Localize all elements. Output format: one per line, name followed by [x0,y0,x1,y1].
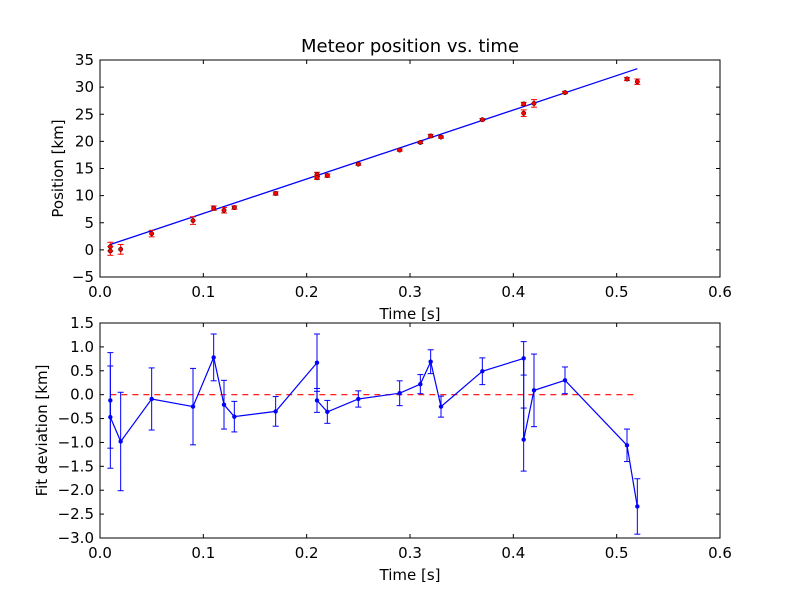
data-point [521,356,526,361]
data-point [325,409,330,415]
y-axis-label: Position [km] [49,119,67,217]
data-point [211,355,216,360]
data-point [624,443,630,448]
data-point [355,161,361,167]
x-tick-label: 0.2 [295,283,319,301]
x-tick-label: 0.5 [605,283,629,301]
data-point [397,391,402,396]
y-tick-label: −0.5 [58,410,94,428]
position-chart-marks [107,68,641,256]
y-tick-label: 15 [75,160,94,178]
data-point [480,369,485,374]
data-point [149,231,155,237]
y-tick-label: 0 [84,241,94,259]
x-tick-label: 0.4 [501,544,525,562]
data-point [438,404,444,409]
data-point [356,396,361,402]
data-point [232,414,237,419]
x-tick-label: 0.6 [708,283,732,301]
x-tick-label: 0.1 [191,544,215,562]
y-tick-label: 1.0 [70,338,94,356]
data-point [190,218,196,224]
data-point [273,409,278,414]
y-tick-label: −1.5 [58,457,94,475]
data-point [314,175,320,181]
position-chart: Meteor position vs. time 0.0 0.1 0.2 0.3 0.4… [49,36,732,323]
data-point [479,117,485,123]
chart-title: Meteor position vs. time [301,36,519,57]
data-point [314,398,320,403]
data-point [273,191,279,196]
x-tick-label: 0.0 [88,544,112,562]
y-tick-label: 5 [84,214,94,232]
data-point [211,205,217,211]
data-point [521,437,526,442]
data-point [521,101,527,107]
data-point [562,378,568,383]
deviation-chart: 0.0 0.1 0.2 0.3 0.4 0.5 0.6 −3.0 −2.5 −2.0 −1.5 −1.… [33,314,732,584]
data-point [624,76,630,82]
y-tick-label: −2.5 [58,505,94,523]
data-point [118,439,123,444]
position-chart-axes: 0.0 0.1 0.2 0.3 0.4 0.5 0.6 −5 0 5 10 15 20 25 30 35 [72,51,732,301]
y-tick-label: 20 [75,132,94,150]
y-axis-label: Fit deviation [km] [33,365,51,497]
data-point [190,404,196,409]
data-point [418,381,423,387]
x-tick-label: 0.2 [295,544,319,562]
data-point [231,205,237,211]
data-point [428,359,433,364]
data-point [314,360,320,365]
y-tick-label: −3.0 [58,529,94,547]
x-tick-label: 0.3 [398,283,422,301]
y-tick-label: −2.0 [58,481,94,499]
x-tick-label: 0.4 [501,283,525,301]
x-tick-label: 0.6 [708,544,732,562]
data-point [118,246,124,252]
data-point [562,90,568,96]
data-point [531,100,537,106]
data-point [428,133,434,139]
fit-line [110,68,638,246]
x-tick-label: 0.1 [191,283,215,301]
y-tick-label: 25 [75,105,94,123]
data-point [635,504,640,509]
data-point [221,207,227,213]
x-tick-label: 0.5 [605,544,629,562]
data-point [221,402,227,407]
data-point [397,147,403,153]
x-axis-label: Time [s] [379,305,441,323]
deviation-series-line [109,355,638,507]
data-point [417,140,423,145]
deviation-chart-axes: 0.0 0.1 0.2 0.3 0.4 0.5 0.6 −3.0 −2.5 −2.0 −1.5 −1.… [58,314,732,562]
y-tick-label: 10 [75,187,94,205]
y-tick-label: 35 [75,51,94,69]
data-point [149,396,154,402]
data-point [107,248,113,254]
y-tick-label: 30 [75,78,94,96]
x-axis-label: Time [s] [379,566,441,584]
data-point [438,134,444,140]
x-tick-label: 0.0 [88,283,112,301]
x-tick-label: 0.3 [398,544,422,562]
data-point [634,79,640,85]
y-tick-label: −5 [72,268,94,286]
data-point [324,173,330,179]
y-tick-label: 0.0 [70,386,94,404]
y-tick-label: −1.0 [58,433,94,451]
y-tick-label: 0.5 [70,362,94,380]
data-point [531,388,537,393]
y-tick-label: 1.5 [70,314,94,332]
deviation-chart-marks [107,333,641,535]
data-point [108,414,113,420]
data-point [521,110,527,116]
